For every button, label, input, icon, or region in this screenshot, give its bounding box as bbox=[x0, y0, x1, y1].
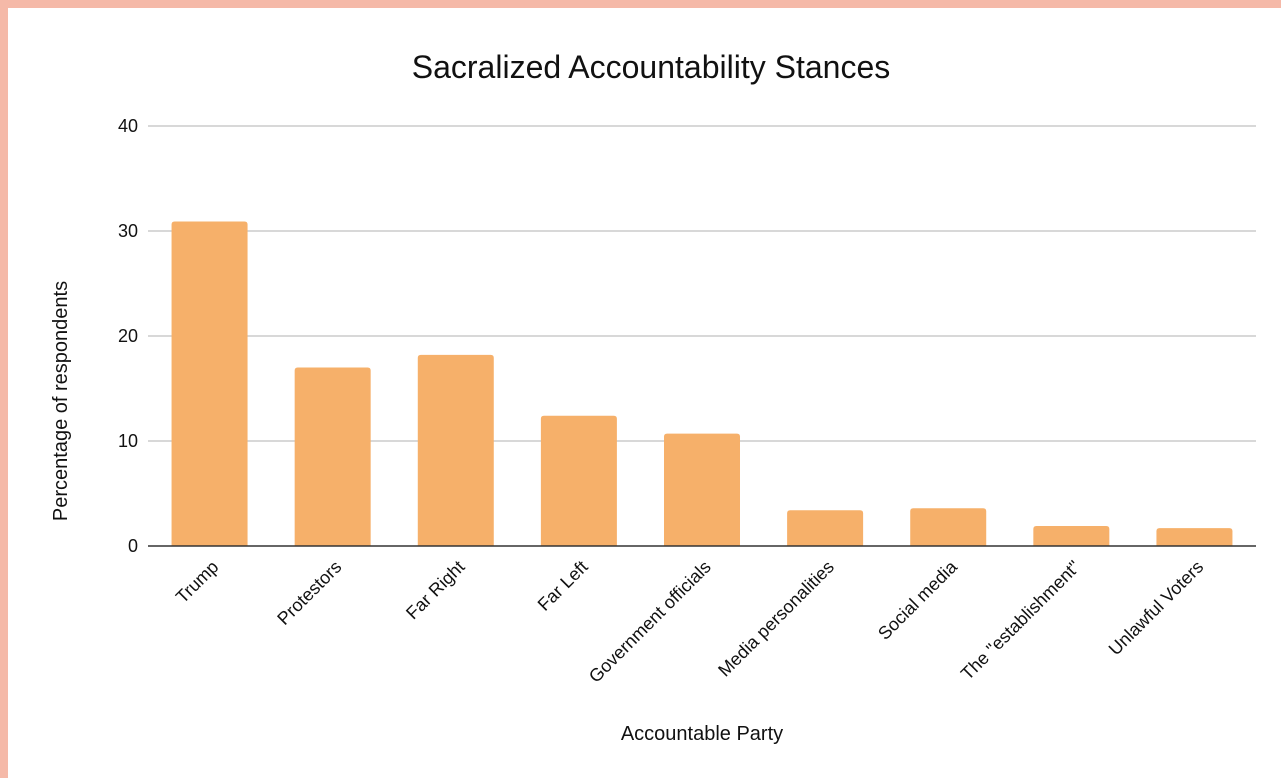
bars bbox=[171, 221, 1233, 547]
bar bbox=[171, 221, 248, 547]
y-tick-label: 30 bbox=[118, 221, 138, 241]
x-category-label: Protestors bbox=[273, 557, 345, 629]
bar bbox=[787, 510, 864, 546]
y-tick-label: 0 bbox=[128, 536, 138, 556]
y-tick-label: 20 bbox=[118, 326, 138, 346]
y-tick-label: 40 bbox=[118, 116, 138, 136]
chart-title: Sacralized Accountability Stances bbox=[412, 49, 890, 85]
y-axis-label: Percentage of respondents bbox=[50, 281, 72, 521]
bar bbox=[540, 415, 617, 546]
y-axis-ticks: 0 10 20 30 40 bbox=[118, 116, 138, 556]
x-category-label: Trump bbox=[172, 557, 222, 607]
bar bbox=[910, 508, 987, 546]
x-category-label: Far Left bbox=[534, 557, 592, 615]
x-axis-label: Accountable Party bbox=[621, 723, 783, 745]
x-category-label: Media personalities bbox=[714, 557, 838, 681]
x-category-label: Government officials bbox=[585, 557, 715, 687]
x-axis-category-labels: Trump Protestors Far Right Far LeftGovernme… bbox=[172, 556, 1207, 687]
bar bbox=[294, 367, 371, 546]
y-tick-label: 10 bbox=[118, 431, 138, 451]
bar bbox=[664, 433, 740, 546]
bar bbox=[1033, 526, 1110, 546]
bar bbox=[1156, 528, 1233, 546]
x-category-label: Unlawful Voters bbox=[1105, 557, 1208, 660]
x-category-label: The "establishment" bbox=[957, 557, 1084, 684]
x-category-label: Social media bbox=[874, 556, 962, 644]
x-category-label: Far Right bbox=[402, 557, 468, 623]
bar bbox=[417, 354, 494, 546]
